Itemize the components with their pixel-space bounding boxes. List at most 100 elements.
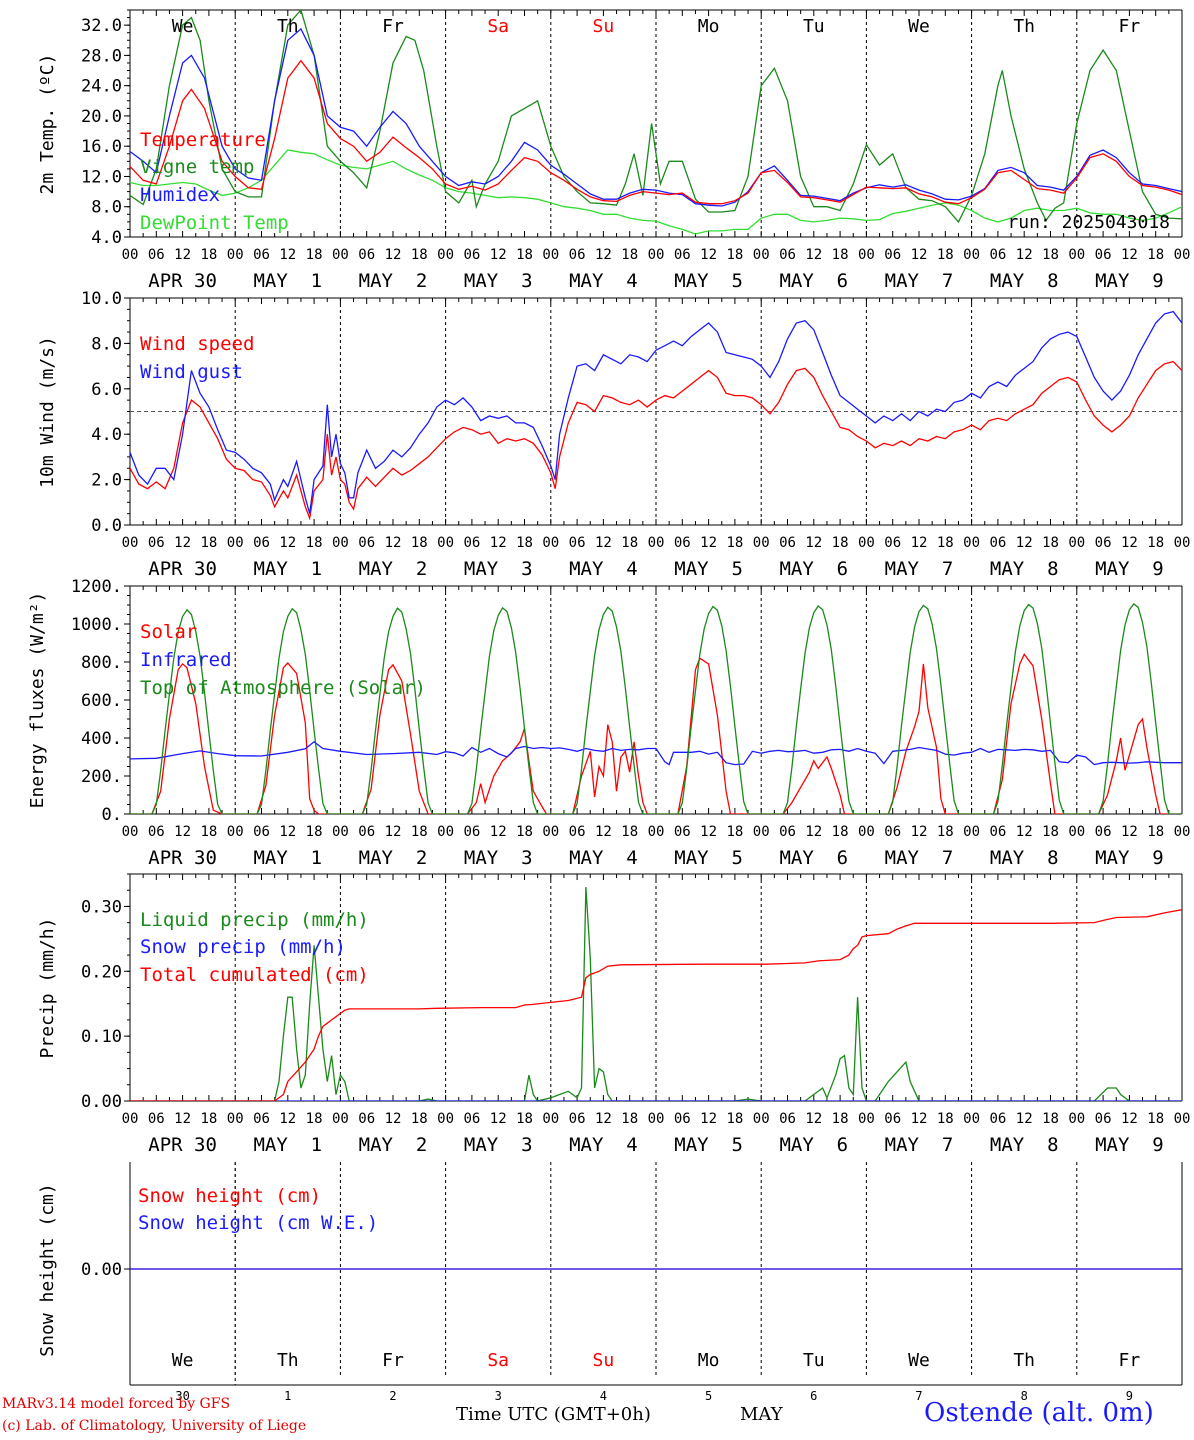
y-tick-label: 0.10 xyxy=(81,1027,122,1047)
hour-tick-label: 18 xyxy=(306,535,323,551)
legend-entry: DewPoint Temp xyxy=(140,212,289,234)
hour-tick-label: 06 xyxy=(989,1111,1006,1127)
panel-snow: 0.00 Snow height (cm) Snow height (cm) Snow… xyxy=(37,1162,1183,1403)
day-number: 6 xyxy=(810,1389,817,1403)
hour-tick-label: 06 xyxy=(1095,535,1112,551)
date-label: MAY 6 xyxy=(779,558,848,580)
hour-tick-label: 00 xyxy=(227,824,244,840)
hour-tick-label: 12 xyxy=(1016,1111,1033,1127)
hour-tick-label: 00 xyxy=(1068,247,1085,263)
hour-tick-label: 12 xyxy=(279,535,296,551)
y-tick-label: 2.0 xyxy=(91,471,122,491)
series-line-wind-speed xyxy=(130,360,1182,521)
hour-tick-label: 18 xyxy=(726,535,743,551)
y-tick-label: 28.0 xyxy=(81,46,122,66)
weekday-label-bottom: Su xyxy=(593,1350,615,1371)
hour-tick-label: 00 xyxy=(1174,1111,1191,1127)
hour-tick-label: 06 xyxy=(463,247,480,263)
hour-tick-label: 06 xyxy=(358,247,375,263)
y-tick-label: 32.0 xyxy=(81,16,122,36)
hour-tick-label: 18 xyxy=(621,247,638,263)
hour-tick-label: 00 xyxy=(858,1111,875,1127)
hour-tick-label: 18 xyxy=(937,247,954,263)
legend-entry: Solar xyxy=(140,621,197,643)
hour-tick-label: 12 xyxy=(279,824,296,840)
hour-tick-label: 12 xyxy=(595,535,612,551)
date-label: MAY 7 xyxy=(885,847,954,869)
hour-tick-label: 06 xyxy=(148,824,165,840)
hour-tick-label: 12 xyxy=(279,247,296,263)
hour-tick-label: 12 xyxy=(1016,247,1033,263)
y-tick-label: 6.0 xyxy=(91,380,122,400)
date-label: MAY 6 xyxy=(779,847,848,869)
hour-tick-label: 00 xyxy=(332,824,349,840)
hour-tick-label: 18 xyxy=(937,824,954,840)
hour-tick-label: 18 xyxy=(200,1111,217,1127)
hour-tick-label: 00 xyxy=(858,535,875,551)
date-label: MAY 2 xyxy=(359,270,428,292)
legend-entry: Snow precip (mm/h) xyxy=(140,936,346,958)
date-label: MAY 8 xyxy=(990,1134,1059,1156)
hour-tick-label: 06 xyxy=(358,824,375,840)
weekday-label: Fr xyxy=(1119,16,1141,37)
hour-tick-label: 12 xyxy=(700,824,717,840)
y-tick-label: 0.00 xyxy=(81,1092,122,1112)
hour-tick-label: 06 xyxy=(569,1111,586,1127)
hour-tick-label: 12 xyxy=(1016,824,1033,840)
hour-tick-label: 12 xyxy=(174,247,191,263)
date-label: MAY 5 xyxy=(674,558,743,580)
y-tick-label: 200. xyxy=(81,767,122,787)
date-label: MAY 9 xyxy=(1095,558,1164,580)
weekday-label-bottom: Th xyxy=(277,1350,299,1371)
hour-tick-label: 00 xyxy=(332,1111,349,1127)
y-tick-label: 0.20 xyxy=(81,962,122,982)
hour-tick-label: 18 xyxy=(832,535,849,551)
date-label: APR 30 xyxy=(148,558,217,580)
hour-tick-label: 12 xyxy=(1121,535,1138,551)
day-number: 9 xyxy=(1126,1389,1133,1403)
hour-tick-label: 18 xyxy=(1042,824,1059,840)
y-tick-label: 4.0 xyxy=(91,425,122,445)
series-line-top-of-atmosphere-solar- xyxy=(130,602,1182,814)
month-label: MAY xyxy=(740,1404,783,1425)
date-label: MAY 3 xyxy=(464,558,533,580)
hour-tick-label: 00 xyxy=(437,1111,454,1127)
hour-tick-label: 00 xyxy=(437,824,454,840)
date-label: MAY 6 xyxy=(779,1134,848,1156)
hour-tick-label: 00 xyxy=(858,824,875,840)
y-tick-label: 4.0 xyxy=(91,228,122,248)
hour-tick-label: 06 xyxy=(884,824,901,840)
hour-tick-label: 12 xyxy=(385,535,402,551)
hour-tick-label: 00 xyxy=(542,1111,559,1127)
hour-tick-label: 06 xyxy=(989,824,1006,840)
series-line-solar xyxy=(130,653,1182,814)
hour-tick-label: 12 xyxy=(805,247,822,263)
weekday-label-bottom: Tu xyxy=(803,1350,825,1371)
hour-tick-label: 12 xyxy=(279,1111,296,1127)
hour-tick-label: 06 xyxy=(1095,1111,1112,1127)
hour-tick-label: 06 xyxy=(148,535,165,551)
hour-tick-label: 18 xyxy=(200,247,217,263)
weekday-label-bottom: Th xyxy=(1013,1350,1035,1371)
y-tick-label: 12.0 xyxy=(81,167,122,187)
hour-tick-label: 18 xyxy=(726,1111,743,1127)
date-label: MAY 4 xyxy=(569,847,638,869)
legend-entry: Snow height (cm W.E.) xyxy=(138,1212,378,1234)
hour-tick-label: 00 xyxy=(753,824,770,840)
day-number: 1 xyxy=(284,1389,291,1403)
hour-tick-label: 12 xyxy=(385,247,402,263)
hour-tick-label: 00 xyxy=(963,1111,980,1127)
hour-tick-label: 00 xyxy=(542,247,559,263)
hour-tick-label: 00 xyxy=(963,535,980,551)
date-label: MAY 8 xyxy=(990,270,1059,292)
series-line-liquid-precip-mm-h- xyxy=(130,886,1182,1101)
hour-tick-label: 18 xyxy=(937,1111,954,1127)
y-axis-title: 10m Wind (m/s) xyxy=(37,336,58,488)
y-tick-label: 0. xyxy=(102,805,122,825)
hour-tick-label: 12 xyxy=(805,535,822,551)
date-label: MAY 9 xyxy=(1095,270,1164,292)
hour-tick-label: 12 xyxy=(174,824,191,840)
hour-tick-label: 12 xyxy=(490,824,507,840)
weekday-label: Th xyxy=(1013,16,1035,37)
hour-tick-label: 18 xyxy=(200,535,217,551)
